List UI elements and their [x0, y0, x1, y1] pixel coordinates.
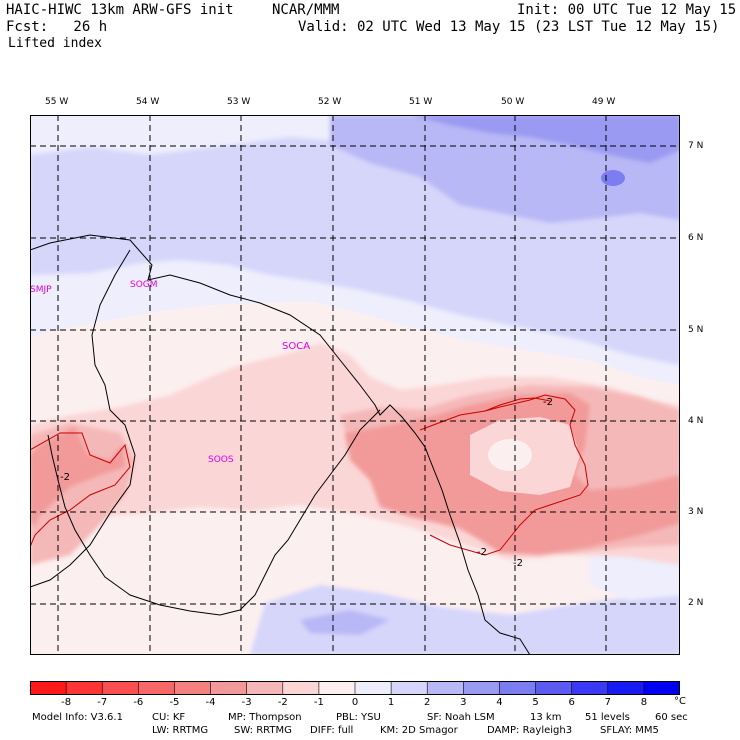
border-amapa [429, 459, 531, 655]
map-frame [30, 115, 680, 655]
colorbar [30, 681, 680, 695]
contour-label-s1: -2 [477, 547, 487, 558]
time-step: 60 sec [655, 712, 688, 723]
colorbar-cell [318, 681, 356, 695]
colorbar-tick-label: 6 [568, 697, 575, 708]
lon-tick-53w: 53 W [227, 97, 251, 107]
station-smjp: SMJP [30, 285, 52, 295]
colorbar-cell [463, 681, 500, 695]
colorbar-tick-label: 1 [387, 697, 395, 708]
longwave-scheme: LW: RRTMG [152, 725, 209, 736]
forecast-hour: Fcst: 26 h [6, 19, 108, 35]
grid-resolution: 13 km [530, 712, 562, 723]
lat-tick-5n: 5 N [688, 325, 704, 335]
colorbar-tick-label: -4 [205, 697, 216, 708]
coastline [30, 234, 431, 461]
colorbar-cell [571, 681, 609, 695]
colorbar-tick-label: 8 [640, 697, 648, 708]
init-time: Init: 00 UTC Tue 12 May 15 [517, 2, 737, 18]
diffusion-option: DIFF: full [310, 725, 354, 736]
colorbar-cell [246, 681, 284, 695]
lat-tick-2n: 2 N [688, 598, 704, 608]
model-title: HAIC-HIWC 13km ARW-GFS init [6, 2, 234, 18]
colorbar-tick-label: -2 [277, 697, 288, 708]
border-suriname-east [30, 249, 136, 588]
colorbar-cell [427, 681, 464, 695]
lon-tick-51w: 51 W [409, 97, 433, 107]
station-soca: SOCA [282, 341, 310, 352]
colorbar-cell [499, 681, 537, 695]
colorbar-cell [355, 681, 392, 695]
stable-region-south-2 [300, 610, 390, 635]
surface-scheme: SF: Noah LSM [427, 712, 495, 723]
colorbar-cell [391, 681, 428, 695]
colorbar-cell [210, 681, 248, 695]
colorbar-tick-label: -8 [61, 697, 72, 708]
lon-tick-49w: 49 W [592, 97, 616, 107]
colorbar-cell [66, 681, 103, 695]
colorbar-tick-label: -6 [133, 697, 144, 708]
vertical-levels: 51 levels [585, 712, 630, 723]
stable-region-south [250, 585, 680, 655]
field-name: Lifted index [8, 36, 102, 51]
contour-line-minus2-north [484, 397, 551, 412]
colorbar-tick-label: 7 [604, 697, 611, 708]
contour-label-ne: -2 [543, 397, 553, 408]
border-french-guiana [47, 409, 381, 616]
colorbar-cell [102, 681, 139, 695]
lat-tick-7n: 7 N [688, 141, 704, 151]
lat-tick-4n: 4 N [688, 416, 704, 426]
lon-tick-52w: 52 W [318, 97, 342, 107]
colorbar-tick-label: -7 [97, 697, 108, 708]
valid-time: Valid: 02 UTC Wed 13 May 15 (23 LST Tue … [298, 19, 720, 35]
low-cape-strip [90, 553, 280, 601]
colorbar-unit: °C [674, 696, 686, 707]
cumulus-scheme: CU: KF [152, 712, 186, 723]
lat-tick-6n: 6 N [688, 233, 704, 243]
colorbar-cell [535, 681, 573, 695]
station-soos: SOOS [208, 455, 234, 465]
unstable-core-center [488, 439, 532, 471]
colorbar-tick-label: 2 [424, 697, 431, 708]
lat-tick-3n: 3 N [688, 507, 704, 517]
colorbar-cell [282, 681, 320, 695]
microphysics-scheme: MP: Thompson [228, 712, 302, 723]
lon-tick-50w: 50 W [501, 97, 525, 107]
station-sogm: SOGM [130, 280, 158, 290]
model-info: Model Info: V3.6.1 [32, 712, 123, 723]
graticule [30, 115, 680, 655]
colorbar-cell [643, 681, 680, 695]
lon-tick-55w: 55 W [45, 97, 69, 107]
stable-core [601, 170, 625, 186]
contour-label-s2: -2 [513, 558, 523, 569]
surface-layer-option: SFLAY: MM5 [600, 725, 659, 736]
pbl-scheme: PBL: YSU [336, 712, 381, 723]
colorbar-tick-label: 0 [351, 697, 359, 708]
colorbar-cell [138, 681, 175, 695]
lon-tick-54w: 54 W [136, 97, 160, 107]
stable-region-3 [410, 115, 680, 163]
colorbar-tick-label: -3 [241, 697, 252, 708]
contour-line-minus2-sw [30, 432, 131, 548]
lifted-index-map: SMJP SOGM SOCA SOOS -2 -2 -2 -2 [30, 115, 680, 655]
colorbar-tick-label: 4 [496, 697, 503, 708]
organization-label: NCAR/MMM [272, 2, 340, 18]
contour-label-sw: -2 [60, 472, 70, 483]
colorbar-tick-label: 3 [460, 697, 467, 708]
colorbar-tick-label: 5 [532, 697, 539, 708]
colorbar-cell [607, 681, 645, 695]
shortwave-scheme: SW: RRTMG [234, 725, 292, 736]
colorbar-cell [30, 681, 67, 695]
km-option: KM: 2D Smagor [380, 725, 458, 736]
unstable-sw-2 [30, 427, 125, 527]
damping-option: DAMP: Rayleigh3 [487, 725, 573, 736]
contour-line-minus2-east [419, 394, 589, 556]
colorbar-cell [174, 681, 212, 695]
colorbar-tick-label: -5 [169, 697, 180, 708]
colorbar-tick-label: -1 [313, 697, 324, 708]
